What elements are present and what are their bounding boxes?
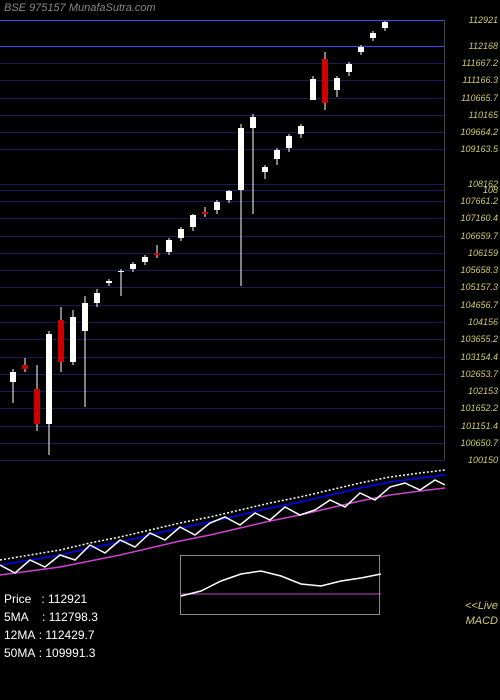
gridline (0, 357, 445, 358)
gridline (0, 115, 445, 116)
y-label: 103154.4 (460, 352, 498, 362)
live-label: <<Live (465, 600, 498, 612)
y-label: 112921 (469, 15, 498, 25)
gridline (0, 132, 445, 133)
y-label: 107661.2 (460, 196, 498, 206)
macd-line (181, 571, 381, 596)
highlight-line (0, 46, 445, 47)
highlight-line (0, 20, 445, 21)
macd-inset (180, 555, 380, 615)
stock-chart: BSE 975157 MunafaSutra.com 112921 112168 1… (0, 0, 500, 700)
gridline (0, 426, 445, 427)
gridline (0, 270, 445, 271)
gridline (0, 287, 445, 288)
gridline (0, 391, 445, 392)
stat-12ma: 12MA : 112429.7 (4, 626, 98, 644)
stat-price: Price : 112921 (4, 590, 98, 608)
y-label: 108162 (468, 179, 498, 189)
y-label: 102653.7 (460, 369, 498, 379)
y-label: 104656.7 (460, 300, 498, 310)
gridline (0, 201, 445, 202)
gridline (0, 80, 445, 81)
gridline (0, 98, 445, 99)
gridline (0, 374, 445, 375)
gridline (0, 190, 445, 191)
y-label: 101151.4 (461, 421, 498, 431)
macd-label: MACD (466, 615, 498, 627)
y-label: 100150 (468, 455, 498, 465)
y-label: 112168 (469, 41, 498, 51)
ma-line (0, 475, 445, 565)
y-label: 110665.7 (461, 93, 498, 103)
gridline (0, 460, 445, 461)
y-label: 106659.7 (460, 231, 498, 241)
stat-5ma: 5MA : 112798.3 (4, 608, 98, 626)
y-label: 109163.5 (460, 144, 498, 154)
gridline (0, 218, 445, 219)
y-label: 103655.2 (460, 334, 498, 344)
y-label: 101652.2 (460, 403, 498, 413)
y-label: 105157.3 (460, 282, 498, 292)
y-label: 109664.2 (460, 127, 498, 137)
gridline (0, 443, 445, 444)
y-label: 100650.7 (460, 438, 498, 448)
y-label: 110165 (469, 110, 498, 120)
y-label: 105658.3 (460, 265, 498, 275)
chart-title: BSE 975157 MunafaSutra.com (4, 2, 156, 14)
y-axis-labels: 112921112168111667.2111166.3110665.71101… (445, 20, 500, 460)
gridline (0, 339, 445, 340)
gridline (0, 322, 445, 323)
gridline (0, 253, 445, 254)
y-label: 107160.4 (460, 213, 498, 223)
gridline (0, 184, 445, 185)
stats-panel: Price : 112921 5MA : 112798.3 12MA : 112… (4, 590, 98, 662)
gridline (0, 408, 445, 409)
gridline (0, 305, 445, 306)
ma-line (0, 470, 445, 560)
stat-50ma: 50MA : 109991.3 (4, 644, 98, 662)
gridline (0, 236, 445, 237)
price-panel (0, 20, 445, 460)
y-label: 111166.3 (462, 75, 498, 85)
y-label: 106159 (468, 248, 498, 258)
y-label: 102153 (468, 386, 498, 396)
y-label: 104156 (468, 317, 498, 327)
gridline (0, 63, 445, 64)
y-label: 111667.2 (462, 58, 498, 68)
gridline (0, 149, 445, 150)
